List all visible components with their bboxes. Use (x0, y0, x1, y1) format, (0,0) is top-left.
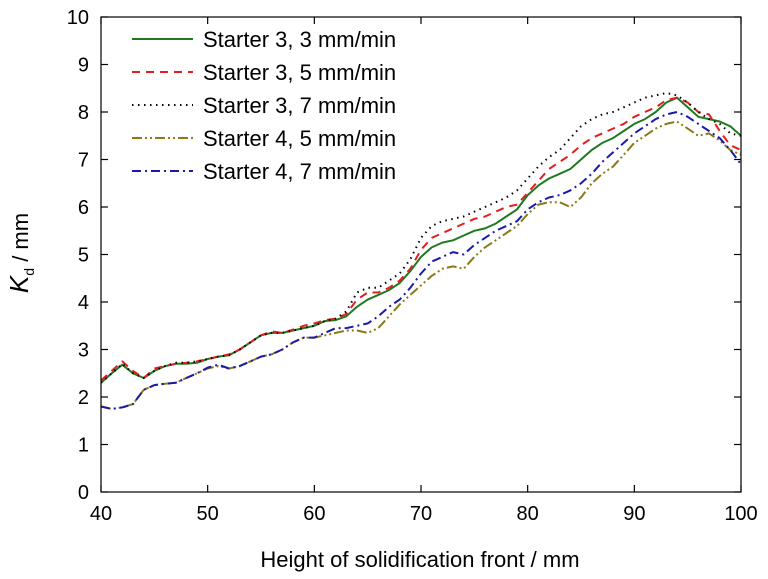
series-line-4 (100, 120, 742, 410)
y-tick-label: 1 (78, 435, 89, 457)
y-axis-title-sub: d (21, 268, 37, 276)
y-tick-label: 10 (67, 7, 89, 29)
x-tick-label: 40 (90, 503, 112, 525)
y-axis-title-main: K (4, 274, 34, 293)
series-line-2 (100, 96, 742, 382)
x-tick-label: 60 (303, 503, 325, 525)
legend-label-4: Starter 4, 5 mm/min (203, 126, 396, 151)
plot-area (100, 92, 742, 410)
y-tick-label: 6 (78, 197, 89, 219)
plot-frame (100, 16, 742, 493)
y-tick-label: 7 (78, 150, 89, 172)
y-tick-label: 8 (78, 102, 89, 124)
x-axis-title: Height of solidification front / mm (260, 547, 579, 572)
series-line-1 (100, 96, 742, 384)
series-line-3 (100, 92, 742, 384)
legend: Starter 3, 3 mm/min Starter 3, 5 mm/min St… (132, 27, 396, 184)
legend-label-1: Starter 3, 3 mm/min (203, 27, 396, 52)
legend-label-5: Starter 4, 7 mm/min (203, 159, 396, 184)
y-tick-label: 4 (78, 292, 89, 314)
x-tick-label: 100 (724, 503, 757, 525)
axes: 40 50 60 70 80 90 100 0 1 2 3 4 5 6 7 8 9 10 (67, 7, 758, 525)
y-axis-title-unit: / mm (8, 213, 33, 268)
y-tick-label: 0 (78, 482, 89, 504)
x-tick-label: 70 (410, 503, 432, 525)
y-tick-label: 5 (78, 245, 89, 267)
y-axis-title: Kd / mm (4, 213, 37, 293)
y-tick-label: 2 (78, 387, 89, 409)
y-tick-label: 3 (78, 340, 89, 362)
legend-label-2: Starter 3, 5 mm/min (203, 60, 396, 85)
series-line-5 (100, 111, 742, 410)
legend-label-3: Starter 3, 7 mm/min (203, 93, 396, 118)
x-tick-label: 80 (517, 503, 539, 525)
x-tick-label: 50 (197, 503, 219, 525)
x-tick-label: 90 (623, 503, 645, 525)
y-tick-label: 9 (78, 55, 89, 77)
